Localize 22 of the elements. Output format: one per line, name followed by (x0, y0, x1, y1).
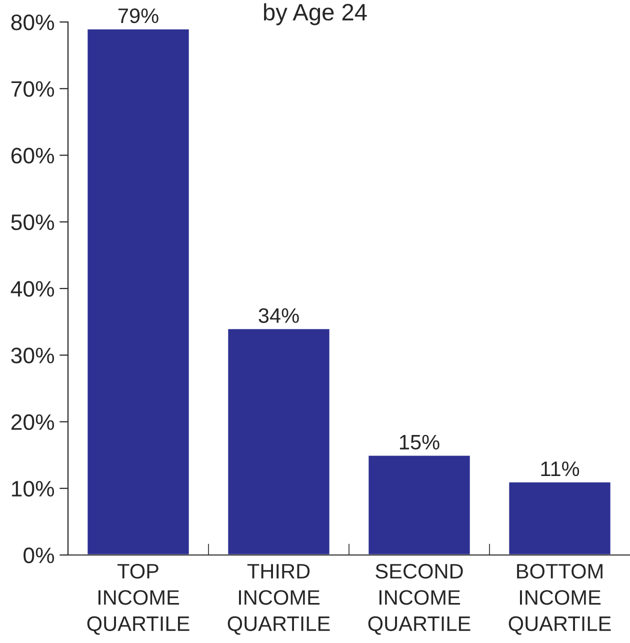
bar (508, 481, 612, 555)
y-tick-label: 30% (11, 348, 54, 364)
x-tick-label: BOTTOM INCOME QUARTILE (508, 564, 611, 635)
chart-title: by Age 24 (264, 3, 367, 26)
data-label: 11% (541, 462, 580, 476)
bar (226, 328, 331, 555)
y-tick-label: 10% (12, 480, 54, 497)
data-label: 34% (258, 308, 299, 323)
y-tick-label: 40% (10, 281, 54, 297)
y-tick-label: 50% (11, 214, 54, 230)
bar (367, 454, 472, 555)
x-tick-label: SECOND INCOME QUARTILE (368, 564, 470, 635)
bar (86, 28, 190, 555)
y-tick-label: 70% (11, 81, 54, 97)
y-tick-label: 60% (11, 148, 54, 164)
data-label: 79% (118, 8, 158, 24)
x-tick-label: THIRD INCOME QUARTILE (228, 564, 330, 635)
y-tick-label: 0% (24, 548, 54, 564)
x-tick-label: TOP INCOME QUARTILE (87, 564, 190, 635)
data-label: 15% (400, 434, 440, 450)
y-tick-label: 20% (11, 414, 54, 430)
y-tick-label: 80% (11, 14, 54, 30)
